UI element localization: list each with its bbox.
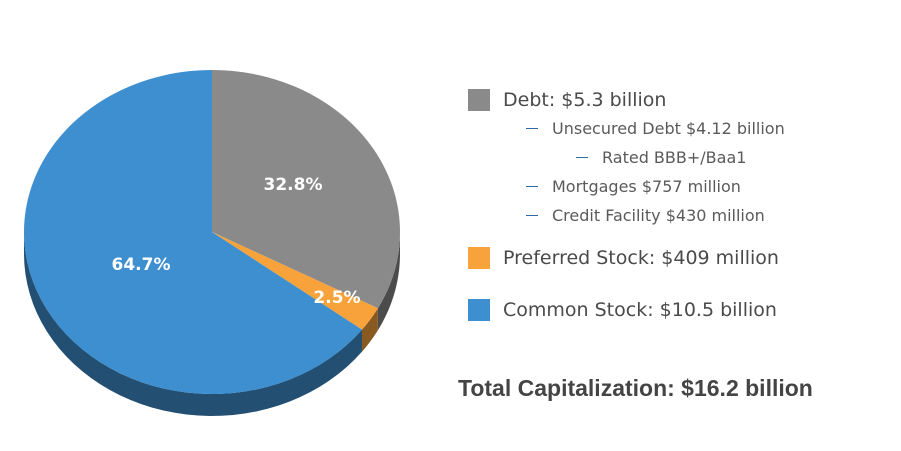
pie-chart: 32.8% 2.5% 64.7% [24,70,400,416]
legend-label-preferred: Preferred Stock: $409 million [503,247,779,269]
dash-bullet-icon [526,186,538,187]
legend-item-common: Common Stock: $10.5 billion [468,296,888,324]
legend-sub-label-unsecured: Unsecured Debt $4.12 billion [552,119,785,138]
legend-sub-label-mortgages: Mortgages $757 million [552,177,741,196]
pie-slice-preferred-stock [212,232,378,330]
legend-sub-rated: Rated BBB+/Baa1 [468,143,888,172]
total-capitalization: Total Capitalization: $16.2 billion [458,375,813,401]
legend: Debt: $5.3 billion Unsecured Debt $4.12 … [468,86,888,324]
legend-swatch-preferred [468,247,490,269]
dash-bullet-icon [576,157,588,158]
legend-label-debt: Debt: $5.3 billion [503,89,667,111]
pie-side-1 [361,308,378,352]
pie-label-debt: 32.8% [264,175,323,195]
pie-side-0 [377,232,400,331]
legend-sub-mortgages: Mortgages $757 million [468,172,888,201]
legend-item-debt: Debt: $5.3 billion [468,86,888,114]
dash-bullet-icon [526,128,538,129]
legend-sub-credit: Credit Facility $430 million [468,201,888,230]
pie-slice-common-stock [24,70,362,394]
legend-sub-label-credit: Credit Facility $430 million [552,206,765,225]
pie-label-preferred-stock: 2.5% [313,288,360,308]
pie-label-common-stock: 64.7% [112,255,171,275]
legend-sub-label-rated: Rated BBB+/Baa1 [602,148,747,167]
legend-sub-unsecured: Unsecured Debt $4.12 billion [468,114,888,143]
legend-label-common: Common Stock: $10.5 billion [503,299,777,321]
legend-item-preferred: Preferred Stock: $409 million [468,244,888,272]
pie-slice-debt [212,70,400,309]
dash-bullet-icon [526,215,538,216]
legend-swatch-common [468,299,490,321]
pie-side-2 [24,232,362,416]
legend-swatch-debt [468,89,490,111]
